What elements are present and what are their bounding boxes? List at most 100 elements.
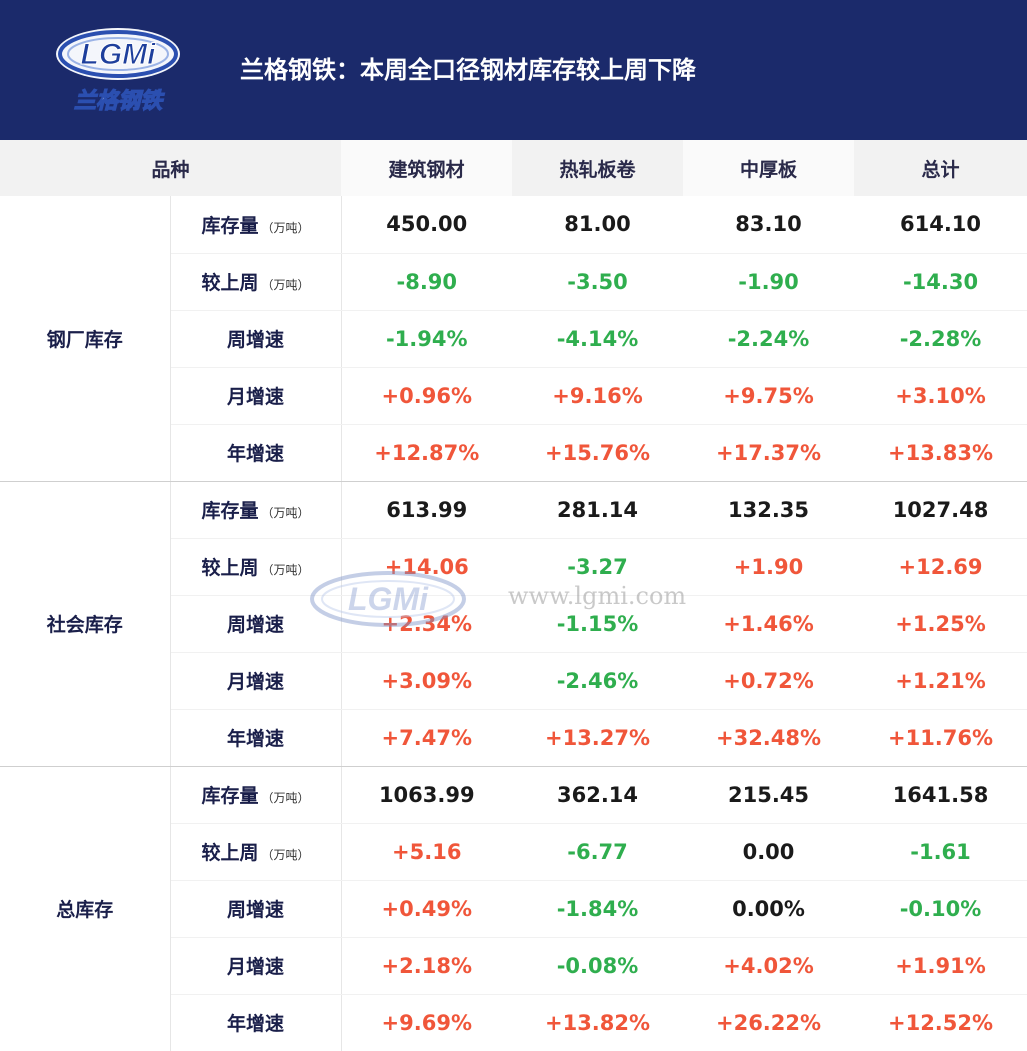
value-cell: +0.72% bbox=[683, 652, 855, 710]
value-cell: -2.46% bbox=[512, 652, 684, 710]
table-row: 周增速 +2.34% -1.15% +1.46% +1.25% bbox=[0, 595, 1027, 653]
value-cell: +2.34% bbox=[341, 595, 513, 653]
metric-label: 月增速 bbox=[227, 956, 285, 978]
value-cell: -1.94% bbox=[341, 310, 513, 368]
metric-cell: 周增速 bbox=[170, 595, 342, 653]
value-cell: 362.14 bbox=[512, 766, 684, 824]
value-cell: -4.14% bbox=[512, 310, 684, 368]
metric-cell: 年增速 bbox=[170, 424, 342, 482]
value-cell: +12.69 bbox=[854, 538, 1027, 596]
value-cell: +13.83% bbox=[854, 424, 1027, 482]
column-header: 品种 bbox=[0, 140, 342, 196]
value-cell: +26.22% bbox=[683, 994, 855, 1051]
value-cell: +13.27% bbox=[512, 709, 684, 767]
metric-cell: 年增速 bbox=[170, 709, 342, 767]
value-cell: +17.37% bbox=[683, 424, 855, 482]
value-cell: -14.30 bbox=[854, 253, 1027, 311]
logo-text: LGMi bbox=[81, 38, 157, 71]
metric-unit: （万吨） bbox=[261, 791, 310, 805]
value-cell: +15.76% bbox=[512, 424, 684, 482]
value-cell: +9.69% bbox=[341, 994, 513, 1051]
table-row: 月增速 +2.18% -0.08% +4.02% +1.91% bbox=[0, 937, 1027, 995]
metric-cell: 较上周 （万吨） bbox=[170, 538, 342, 596]
metric-label: 月增速 bbox=[227, 386, 285, 408]
metric-unit: （万吨） bbox=[261, 848, 310, 862]
value-cell: +7.47% bbox=[341, 709, 513, 767]
value-cell: +4.02% bbox=[683, 937, 855, 995]
value-cell: 613.99 bbox=[341, 481, 513, 539]
group-label: 总库存 bbox=[0, 766, 171, 1051]
value-cell: +1.46% bbox=[683, 595, 855, 653]
metric-unit: （万吨） bbox=[261, 278, 310, 292]
value-cell: +12.52% bbox=[854, 994, 1027, 1051]
metric-cell: 库存量 （万吨） bbox=[170, 196, 342, 254]
table-row: 月增速 +0.96% +9.16% +9.75% +3.10% bbox=[0, 367, 1027, 425]
table-row: 年增速 +12.87% +15.76% +17.37% +13.83% bbox=[0, 424, 1027, 482]
value-cell: +32.48% bbox=[683, 709, 855, 767]
table-row: 较上周 （万吨） +5.16 -6.77 0.00 -1.61 bbox=[0, 823, 1027, 881]
value-cell: 281.14 bbox=[512, 481, 684, 539]
metric-label: 年增速 bbox=[227, 1013, 285, 1035]
table-row: 年增速 +9.69% +13.82% +26.22% +12.52% bbox=[0, 994, 1027, 1051]
metric-label: 较上周 bbox=[201, 272, 259, 294]
value-cell: +3.09% bbox=[341, 652, 513, 710]
metric-unit: （万吨） bbox=[261, 220, 310, 235]
value-cell: +9.16% bbox=[512, 367, 684, 425]
metric-cell: 年增速 bbox=[170, 994, 342, 1051]
metric-label: 月增速 bbox=[227, 671, 285, 693]
column-header: 总计 bbox=[854, 140, 1027, 196]
table-header-row: 品种 建筑钢材 热轧板卷 中厚板 总计 bbox=[0, 140, 1027, 196]
metric-label: 库存量 bbox=[201, 214, 259, 237]
table-row: 周增速 -1.94% -4.14% -2.24% -2.28% bbox=[0, 310, 1027, 368]
column-header: 建筑钢材 bbox=[341, 140, 513, 196]
group-label: 社会库存 bbox=[0, 481, 171, 767]
value-cell: 81.00 bbox=[512, 196, 684, 254]
value-cell: +1.90 bbox=[683, 538, 855, 596]
metric-label: 周增速 bbox=[227, 899, 285, 921]
metric-cell: 较上周 （万吨） bbox=[170, 823, 342, 881]
table-row: 月增速 +3.09% -2.46% +0.72% +1.21% bbox=[0, 652, 1027, 710]
metric-label: 周增速 bbox=[227, 329, 285, 351]
logo-subtitle: 兰格钢铁 bbox=[74, 88, 165, 114]
value-cell: 450.00 bbox=[341, 196, 513, 254]
value-cell: +13.82% bbox=[512, 994, 684, 1051]
value-cell: 132.35 bbox=[683, 481, 855, 539]
page-title: 兰格钢铁：本周全口径钢材库存较上周下降 bbox=[240, 56, 696, 84]
value-cell: +11.76% bbox=[854, 709, 1027, 767]
value-cell: -0.08% bbox=[512, 937, 684, 995]
table-row: 社会库存 库存量 （万吨） 613.99 281.14 132.35 1027.48 bbox=[0, 481, 1027, 767]
table-row: 钢厂库存 库存量 （万吨） 450.00 81.00 83.10 614.10 bbox=[0, 196, 1027, 482]
value-cell: +12.87% bbox=[341, 424, 513, 482]
value-cell: -6.77 bbox=[512, 823, 684, 881]
value-cell: -1.84% bbox=[512, 880, 684, 938]
value-cell: 0.00 bbox=[683, 823, 855, 881]
value-cell: -3.27 bbox=[512, 538, 684, 596]
table-body: 钢厂库存 库存量 （万吨） 450.00 81.00 83.10 614.10 较上周 （万吨）… bbox=[0, 196, 1027, 1051]
table-row: 较上周 （万吨） +14.06 -3.27 +1.90 +12.69 bbox=[0, 538, 1027, 596]
value-cell: -2.24% bbox=[683, 310, 855, 368]
header-banner: LGMi 兰格钢铁 兰格钢铁：本周全口径钢材库存较上周下降 bbox=[0, 0, 1027, 140]
value-cell: +5.16 bbox=[341, 823, 513, 881]
value-cell: 1027.48 bbox=[854, 481, 1027, 539]
value-cell: 215.45 bbox=[683, 766, 855, 824]
metric-label: 库存量 bbox=[201, 500, 259, 522]
metric-unit: （万吨） bbox=[261, 563, 310, 577]
metric-label: 周增速 bbox=[227, 614, 285, 636]
value-cell: -1.61 bbox=[854, 823, 1027, 881]
metric-label: 较上周 bbox=[201, 557, 259, 579]
value-cell: 83.10 bbox=[683, 196, 855, 254]
value-cell: -3.50 bbox=[512, 253, 684, 311]
metric-label: 年增速 bbox=[227, 728, 285, 750]
metric-cell: 库存量 （万吨） bbox=[170, 766, 342, 824]
table-row: 年增速 +7.47% +13.27% +32.48% +11.76% bbox=[0, 709, 1027, 767]
value-cell: +14.06 bbox=[341, 538, 513, 596]
value-cell: +1.25% bbox=[854, 595, 1027, 653]
value-cell: -1.90 bbox=[683, 253, 855, 311]
metric-cell: 月增速 bbox=[170, 367, 342, 425]
metric-cell: 周增速 bbox=[170, 880, 342, 938]
value-cell: -1.15% bbox=[512, 595, 684, 653]
value-cell: 614.10 bbox=[854, 196, 1027, 254]
lgmi-logo: LGMi 兰格钢铁 bbox=[56, 28, 180, 115]
value-cell: 1641.58 bbox=[854, 766, 1027, 824]
metric-label: 较上周 bbox=[201, 842, 259, 864]
